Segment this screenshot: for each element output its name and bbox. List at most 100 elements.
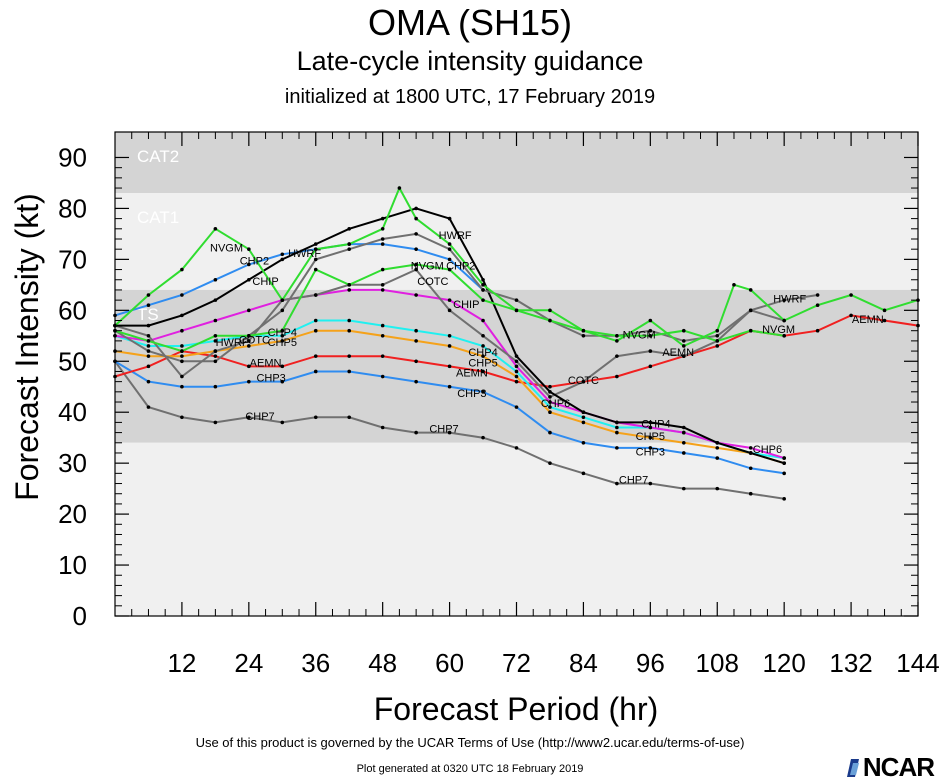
data-point bbox=[280, 379, 285, 384]
data-point bbox=[715, 486, 720, 491]
y-tick-label: 0 bbox=[73, 601, 87, 631]
series-label-chp7: CHP7 bbox=[619, 475, 648, 487]
series-label-hwrf: HWRF bbox=[439, 230, 472, 242]
data-point bbox=[581, 471, 586, 476]
data-point bbox=[313, 318, 318, 323]
data-point bbox=[380, 267, 385, 272]
data-point bbox=[514, 405, 519, 409]
data-point bbox=[715, 333, 720, 338]
series-label-chp3: CHP3 bbox=[636, 447, 665, 459]
ncar-logo-text: NCAR bbox=[862, 752, 935, 782]
data-point bbox=[447, 298, 452, 302]
band-label: CAT2 bbox=[137, 147, 179, 166]
series-label-chip: CHIP bbox=[453, 299, 479, 311]
data-point bbox=[180, 349, 184, 353]
storm-title: OMA (SH15) bbox=[367, 2, 573, 43]
data-point bbox=[548, 400, 552, 404]
data-point bbox=[213, 277, 218, 282]
chart-subtitle: Late-cycle intensity guidance bbox=[296, 46, 644, 76]
data-point bbox=[748, 328, 753, 333]
data-point bbox=[615, 333, 619, 338]
data-point bbox=[146, 379, 151, 384]
series-label-nvgm: NVGM bbox=[210, 243, 243, 255]
data-point bbox=[313, 293, 318, 297]
data-point bbox=[782, 333, 786, 338]
data-point bbox=[247, 262, 251, 267]
data-point bbox=[347, 318, 352, 323]
x-tick-label: 120 bbox=[762, 648, 805, 678]
data-point bbox=[815, 293, 820, 297]
y-tick-label: 90 bbox=[58, 142, 87, 172]
data-point bbox=[681, 486, 686, 491]
data-point bbox=[615, 446, 619, 450]
data-point bbox=[247, 247, 251, 251]
data-point bbox=[380, 227, 385, 231]
data-point bbox=[447, 384, 452, 389]
ncar-logo: NCAR bbox=[845, 752, 935, 783]
data-point bbox=[681, 440, 686, 445]
data-point bbox=[247, 308, 251, 313]
data-point bbox=[213, 298, 218, 302]
data-point bbox=[681, 430, 686, 435]
data-point bbox=[313, 242, 318, 246]
data-point bbox=[247, 277, 251, 282]
y-tick-label: 20 bbox=[58, 499, 87, 529]
data-point bbox=[280, 339, 285, 343]
data-point bbox=[681, 328, 686, 333]
data-point bbox=[615, 374, 619, 379]
data-point bbox=[648, 349, 653, 353]
data-point bbox=[581, 420, 586, 425]
data-point bbox=[447, 308, 452, 313]
y-tick-label: 50 bbox=[58, 346, 87, 376]
data-point bbox=[414, 232, 418, 236]
data-point bbox=[748, 446, 753, 450]
data-point bbox=[414, 247, 418, 251]
data-point bbox=[397, 186, 402, 190]
data-point bbox=[581, 379, 586, 384]
data-point bbox=[648, 333, 653, 338]
data-point bbox=[681, 339, 686, 343]
data-point bbox=[447, 267, 452, 272]
series-label-nvgm: NVGM bbox=[411, 261, 444, 273]
data-point bbox=[514, 446, 519, 450]
data-point bbox=[782, 471, 786, 476]
data-point bbox=[213, 420, 218, 425]
data-point bbox=[648, 435, 653, 440]
data-point bbox=[447, 333, 452, 338]
x-tick-label: 72 bbox=[502, 648, 531, 678]
data-point bbox=[648, 328, 653, 333]
data-point bbox=[313, 354, 318, 358]
data-point bbox=[447, 247, 452, 251]
data-point bbox=[414, 359, 418, 364]
data-point bbox=[247, 379, 251, 384]
data-point bbox=[581, 415, 586, 420]
data-point bbox=[648, 446, 653, 450]
data-point bbox=[280, 328, 285, 333]
data-point bbox=[447, 257, 452, 262]
series-label-hwrf: HWRF bbox=[216, 337, 249, 349]
data-point bbox=[280, 364, 285, 369]
data-point bbox=[715, 328, 720, 333]
data-point bbox=[615, 430, 619, 435]
data-point bbox=[581, 328, 586, 333]
data-point bbox=[481, 288, 485, 292]
series-label-chp6: CHP6 bbox=[753, 444, 782, 456]
data-point bbox=[313, 247, 318, 251]
data-point bbox=[615, 339, 619, 343]
series-label-chp3: CHP3 bbox=[457, 388, 486, 400]
data-point bbox=[648, 425, 653, 430]
x-tick-label: 84 bbox=[569, 648, 598, 678]
data-point bbox=[180, 359, 184, 364]
data-point bbox=[447, 430, 452, 435]
data-point bbox=[313, 257, 318, 262]
data-point bbox=[732, 283, 736, 287]
data-point bbox=[882, 308, 887, 313]
data-point bbox=[615, 481, 619, 486]
data-point bbox=[782, 497, 786, 501]
series-label-chp5: CHP5 bbox=[636, 431, 665, 443]
x-tick-label: 12 bbox=[167, 648, 196, 678]
series-label-aemn: AEMN bbox=[662, 347, 694, 359]
data-point bbox=[681, 354, 686, 358]
data-point bbox=[347, 247, 352, 251]
